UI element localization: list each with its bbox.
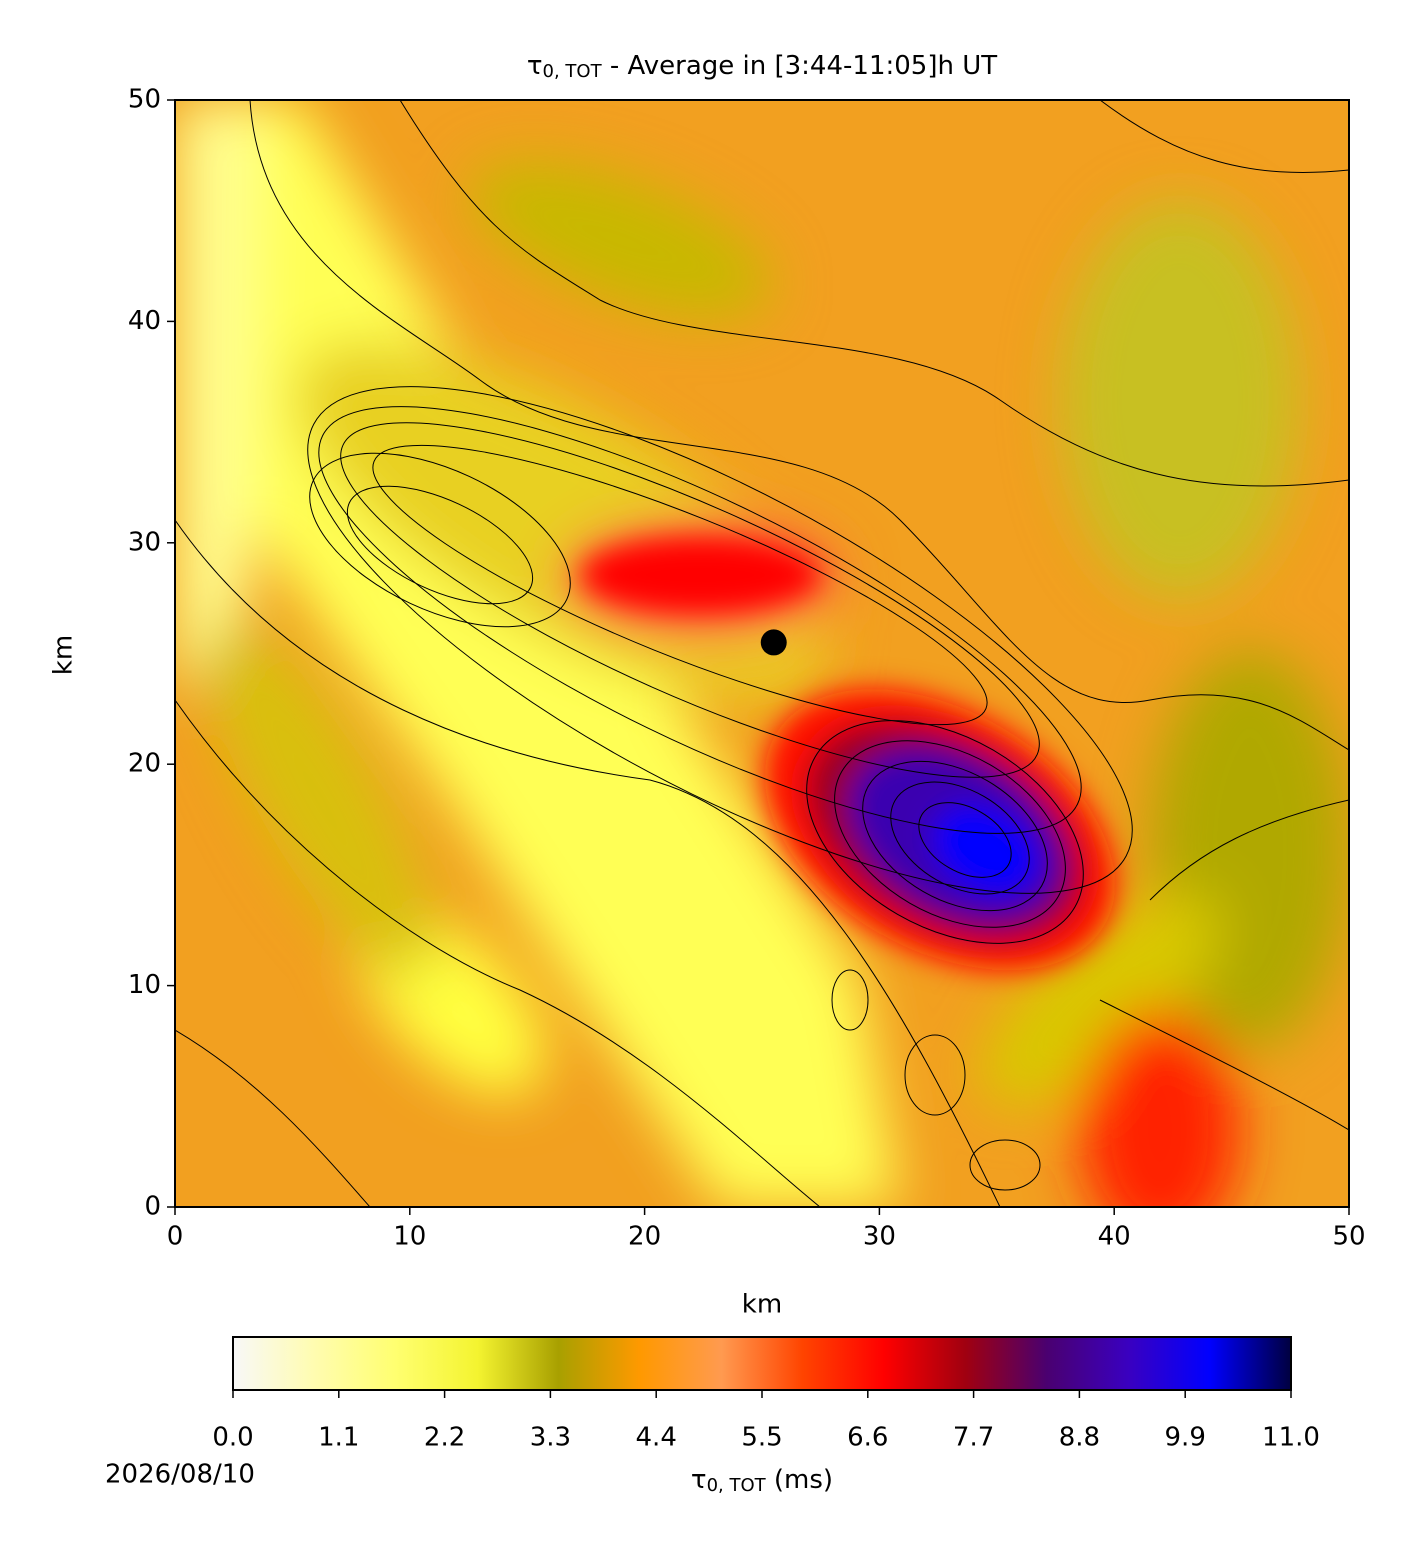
y-tick-label: 40	[128, 306, 161, 336]
x-tick-label: 10	[393, 1222, 426, 1252]
title-symbol: τ	[527, 51, 543, 81]
colorbar-tick-label: 2.2	[424, 1423, 465, 1453]
y-axis-label: km	[49, 635, 79, 675]
y-tick-label: 50	[128, 85, 161, 115]
x-tick-label: 20	[628, 1222, 661, 1252]
x-tick-label: 0	[167, 1222, 184, 1252]
plot-frame	[174, 99, 1350, 1208]
colorbar-tick-label: 6.6	[847, 1423, 888, 1453]
colorbar-tick-label: 7.7	[953, 1423, 994, 1453]
marker	[760, 629, 787, 656]
title-subscript: 0, TOT	[543, 61, 603, 82]
y-tick-label: 20	[128, 749, 161, 779]
colorbar-tick-label: 3.3	[530, 1423, 571, 1453]
y-tick-label: 0	[144, 1192, 161, 1222]
y-tick-label: 10	[128, 970, 161, 1000]
colorbar-tick-label: 1.1	[318, 1423, 359, 1453]
colorbar-tick-label: 9.9	[1165, 1423, 1206, 1453]
x-tick-label: 40	[1098, 1222, 1131, 1252]
contours	[175, 100, 1349, 1207]
colorbar	[232, 1336, 1292, 1391]
y-tick-label: 30	[128, 527, 161, 557]
colorbar-subscript: 0, TOT	[707, 1475, 767, 1496]
colorbar-label: τ0, TOT (ms)	[691, 1465, 833, 1497]
colorbar-tick-label: 5.5	[741, 1423, 782, 1453]
field	[175, 100, 1349, 1207]
colorbar-symbol: τ	[691, 1465, 707, 1495]
x-tick-label: 30	[863, 1222, 896, 1252]
colorbar-tick-label: 4.4	[636, 1423, 677, 1453]
colorbar-tick-label: 8.8	[1059, 1423, 1100, 1453]
colorbar-tick-label: 11.0	[1262, 1423, 1320, 1453]
x-axis-label: km	[742, 1290, 782, 1320]
x-tick-label: 50	[1332, 1222, 1365, 1252]
colorbar-unit: (ms)	[766, 1465, 833, 1495]
date: 2026/08/10	[105, 1460, 255, 1490]
title-text: - Average in [3:44-11:05]h UT	[602, 51, 998, 81]
chart-title: τ0, TOT - Average in [3:44-11:05]h UT	[527, 51, 997, 83]
colorbar-tick-label: 0.0	[212, 1423, 253, 1453]
